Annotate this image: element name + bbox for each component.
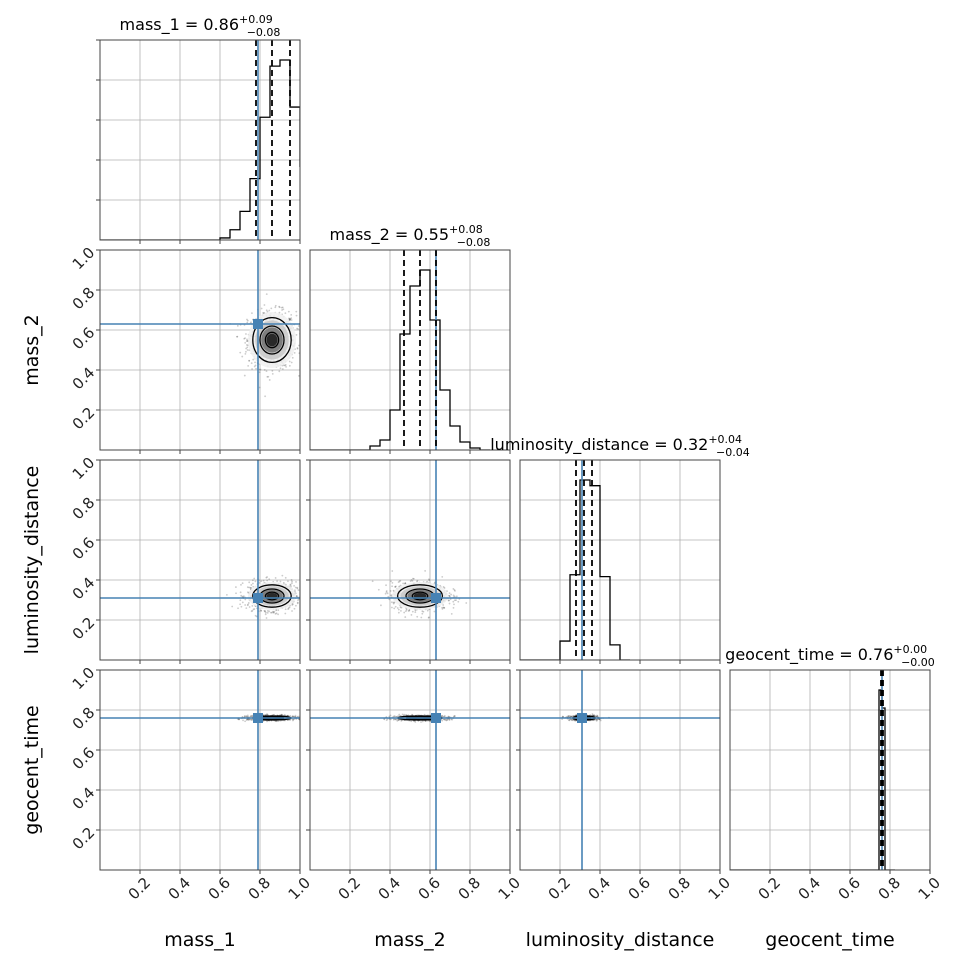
panel-frame: [99, 39, 301, 241]
panel-frame: [309, 669, 511, 871]
x-tick-label: 0.2: [125, 874, 155, 904]
y-axis-label-luminosity_distance: luminosity_distance: [21, 466, 43, 655]
x-tick-label: 0.8: [875, 874, 905, 904]
y-axis-label-mass_2: mass_2: [21, 314, 43, 386]
panel-frame: [99, 669, 301, 871]
x-tick-label: 0.4: [795, 874, 825, 904]
x-tick-label: 1.0: [915, 874, 945, 904]
histogram-geocent_time: [730, 689, 895, 870]
panel-geocent_time-vs-geocent_time: geocent_time = 0.76+0.00 −0.00 0.2 0.4 0.6 0.…: [725, 643, 944, 951]
title-geocent_time: geocent_time = 0.76+0.00 −0.00: [725, 643, 935, 669]
x-tick-label: 0.6: [415, 874, 445, 904]
x-tick-label: 0.4: [585, 874, 615, 904]
x-tick-label: 0.8: [665, 874, 695, 904]
y-tick-label: 0.8: [69, 494, 99, 524]
truth-marker: [431, 593, 441, 603]
contour-line: [411, 591, 429, 601]
title-text: geocent_time = 0.76+0.00 −0.00: [725, 643, 935, 669]
truth-marker: [253, 713, 263, 723]
title-mass_1: mass_1 = 0.86+0.09 −0.08: [120, 13, 281, 39]
y-tick-label: 0.8: [69, 284, 99, 314]
y-tick-label: 0.4: [69, 784, 99, 814]
panel-luminosity_distance-vs-luminosity_distance: luminosity_distance = 0.32+0.04 −0.04: [490, 433, 750, 664]
contour-line: [252, 584, 292, 608]
panel-geocent_time-vs-mass_1: 0.2 0.4 0.6 0.8 1.0 mass_1 0.2 0.4 0.6 0.8 1.0 geoc…: [21, 664, 315, 951]
y-tick-label: 0.2: [69, 824, 99, 854]
panel-geocent_time-vs-mass_2: 0.2 0.4 0.6 0.8 1.0 mass_2: [306, 669, 525, 951]
panel-geocent_time-vs-luminosity_distance: 0.2 0.4 0.6 0.8 1.0 luminosity_distance: [516, 669, 735, 951]
panel-frame: [519, 459, 721, 661]
truth-marker: [577, 713, 587, 723]
truth-marker: [253, 319, 263, 329]
contour-line: [264, 331, 280, 349]
x-tick-label: 0.2: [755, 874, 785, 904]
y-tick-label: 0.4: [69, 364, 99, 394]
x-tick-label: 0.8: [455, 874, 485, 904]
panel-frame: [99, 459, 301, 661]
y-tick-label: 0.6: [69, 534, 99, 564]
title-luminosity_distance: luminosity_distance = 0.32+0.04 −0.04: [490, 433, 750, 459]
x-tick-label: 0.2: [545, 874, 575, 904]
x-axis-label-mass_1: mass_1: [164, 929, 236, 951]
title-text: mass_1 = 0.86+0.09 −0.08: [120, 13, 281, 39]
contour-line: [259, 325, 285, 355]
histogram-luminosity_distance: [520, 479, 630, 660]
x-axis-label-luminosity_distance: luminosity_distance: [526, 929, 715, 951]
title-mass_2: mass_2 = 0.55+0.08 −0.08: [330, 223, 491, 249]
x-tick-label: 0.6: [835, 874, 865, 904]
panel-frame: [99, 249, 301, 451]
x-tick-label: 0.6: [625, 874, 655, 904]
contour-line: [264, 591, 280, 601]
panel-mass_2-vs-mass_1: 0.2 0.4 0.6 0.8 1.0 mass_2: [21, 244, 301, 454]
y-tick-label: 0.8: [69, 704, 99, 734]
title-text: luminosity_distance = 0.32+0.04 −0.04: [490, 433, 750, 459]
x-axis-label-geocent_time: geocent_time: [765, 929, 894, 951]
y-tick-label: 0.6: [69, 324, 99, 354]
x-tick-label: 0.4: [375, 874, 405, 904]
title-text: mass_2 = 0.55+0.08 −0.08: [330, 223, 491, 249]
x-tick-label: 1.0: [705, 874, 735, 904]
panel-mass_2-vs-mass_2: mass_2 = 0.55+0.08 −0.08: [309, 223, 511, 454]
y-tick-label: 0.2: [69, 404, 99, 434]
panel-luminosity_distance-vs-mass_2: [306, 459, 511, 664]
panel-luminosity_distance-vs-mass_1: 0.2 0.4 0.6 0.8 1.0 luminosity_distance: [21, 454, 301, 664]
panel-mass_1-vs-mass_1: mass_1 = 0.86+0.09 −0.08: [96, 13, 301, 244]
x-tick-label: 0.8: [245, 874, 275, 904]
histogram-mass_1: [100, 59, 300, 240]
panel-frame: [309, 249, 511, 451]
y-tick-label: 0.4: [69, 574, 99, 604]
y-tick-label: 0.2: [69, 614, 99, 644]
x-tick-label: 0.2: [335, 874, 365, 904]
y-tick-label: 1.0: [69, 664, 99, 694]
truth-marker: [431, 713, 441, 723]
y-tick-label: 0.6: [69, 744, 99, 774]
y-tick-label: 1.0: [69, 454, 99, 484]
truth-marker: [253, 593, 263, 603]
x-tick-label: 0.4: [165, 874, 195, 904]
histogram-mass_2: [310, 269, 490, 450]
density-level: [266, 333, 278, 347]
x-tick-label: 1.0: [285, 874, 315, 904]
panel-frame: [729, 669, 931, 871]
panel-frame: [309, 459, 511, 661]
x-axis-label-mass_2: mass_2: [374, 929, 446, 951]
y-axis-label-geocent_time: geocent_time: [21, 705, 43, 834]
contour-line: [252, 316, 292, 364]
x-tick-label: 1.0: [495, 874, 525, 904]
x-tick-label: 0.6: [205, 874, 235, 904]
contour-line: [396, 584, 444, 608]
panel-frame: [519, 669, 721, 871]
y-tick-label: 1.0: [69, 244, 99, 274]
